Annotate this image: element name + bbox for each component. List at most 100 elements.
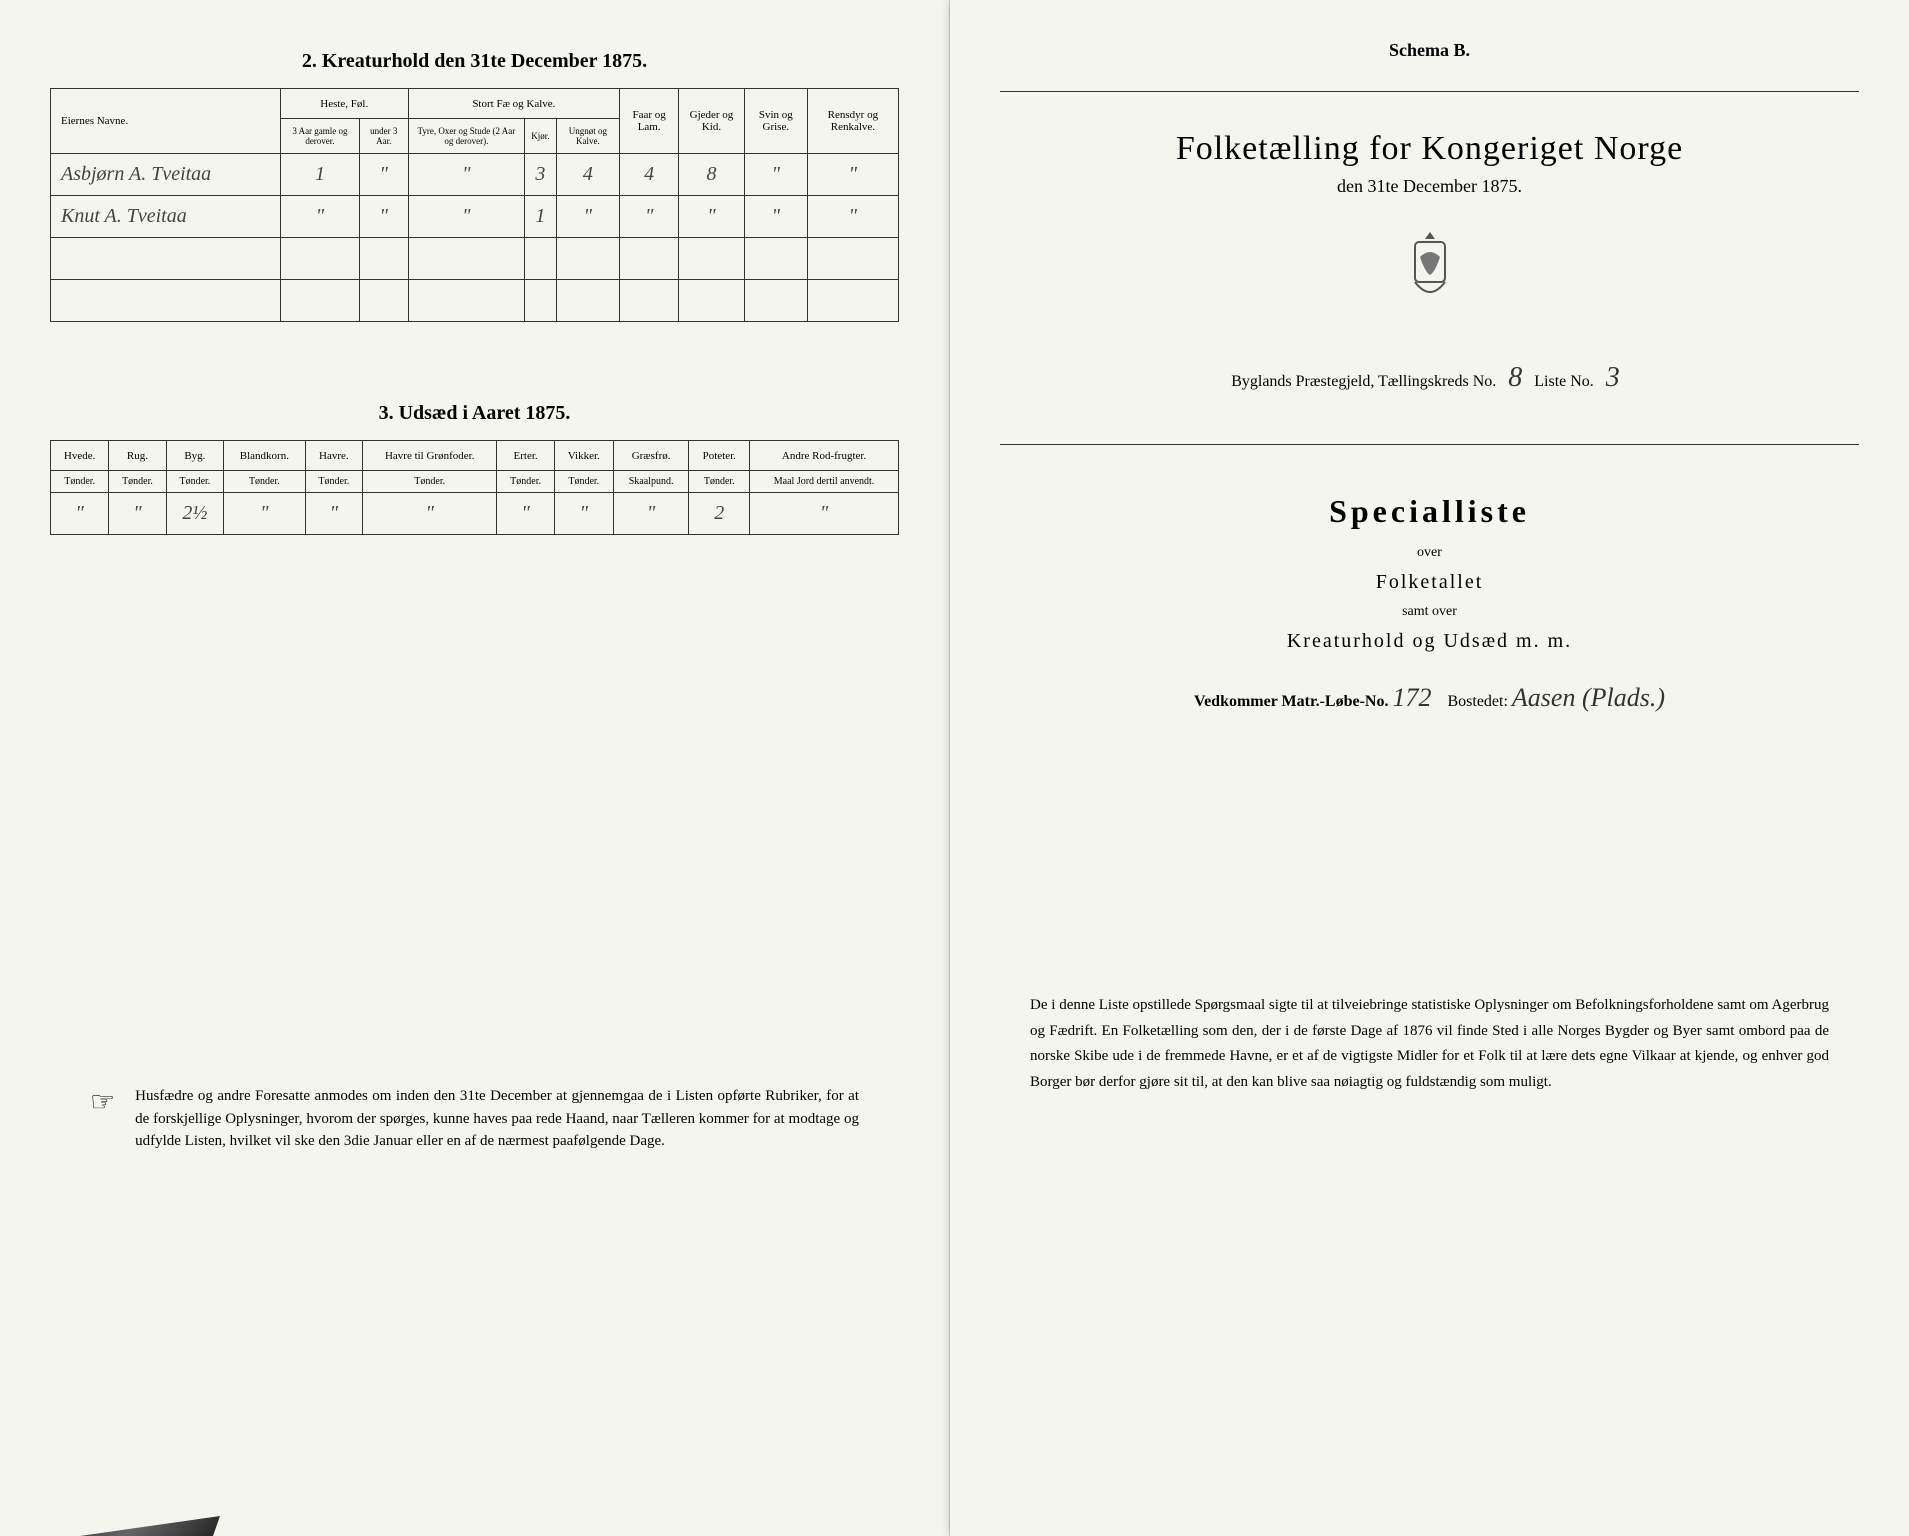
left-page: 2. Kreaturhold den 31te December 1875. E…	[0, 0, 950, 1536]
unit-tonder: Tønder.	[554, 471, 613, 493]
subtitle: den 31te December 1875.	[1000, 176, 1859, 197]
cell: "	[363, 493, 497, 535]
unit-skaalpund: Skaalpund.	[613, 471, 689, 493]
col-stort3: Ungnøt og Kalve.	[556, 119, 620, 154]
unit-tonder: Tønder.	[363, 471, 497, 493]
cell	[51, 238, 281, 280]
meta-prefix: Byglands Præstegjeld, Tællingskreds No.	[1231, 373, 1496, 390]
liste-no: 3	[1598, 362, 1628, 393]
folketallet-label: Folketallet	[1000, 571, 1859, 594]
col-blandkorn: Blandkorn.	[224, 441, 306, 471]
kreds-no: 8	[1500, 362, 1530, 393]
cell: 1	[281, 154, 360, 196]
meta-line: Byglands Præstegjeld, Tællingskreds No. …	[1000, 362, 1859, 394]
cell: "	[679, 196, 745, 238]
divider	[1000, 91, 1859, 92]
pointing-hand-icon: ☞	[90, 1085, 115, 1153]
samt-label: samt over	[1000, 604, 1859, 620]
col-poteter: Poteter.	[689, 441, 750, 471]
cell: "	[744, 196, 807, 238]
cell: 4	[556, 154, 620, 196]
cell	[620, 238, 679, 280]
cell: "	[620, 196, 679, 238]
table-row: Asbjørn A. Tveitaa1""3448""	[51, 154, 899, 196]
bosted-label: Bostedet:	[1447, 693, 1507, 710]
cell	[620, 280, 679, 322]
section3-title: 3. Udsæd i Aaret 1875.	[50, 402, 899, 425]
cell: "	[51, 493, 109, 535]
coat-of-arms-icon	[1000, 227, 1859, 322]
seed-row: " " 2½ " " " " " " 2 "	[51, 493, 899, 535]
right-page: Schema B. Folketælling for Kongeriget No…	[950, 0, 1909, 1536]
specialliste-title: Specialliste	[1000, 493, 1859, 530]
cell: "	[807, 154, 898, 196]
cell	[281, 280, 360, 322]
cell	[525, 280, 556, 322]
cell	[556, 238, 620, 280]
cell: 2½	[166, 493, 223, 535]
unit-tonder: Tønder.	[689, 471, 750, 493]
cell: "	[556, 196, 620, 238]
unit-tonder: Tønder.	[166, 471, 223, 493]
cell: "	[281, 196, 360, 238]
cell: "	[359, 196, 408, 238]
cell: 3	[525, 154, 556, 196]
unit-maaljord: Maal Jord dertil anvendt.	[750, 471, 899, 493]
col-owner: Eiernes Navne.	[51, 89, 281, 154]
cell	[525, 238, 556, 280]
cell: "	[109, 493, 166, 535]
cell	[807, 280, 898, 322]
cell: "	[807, 196, 898, 238]
unit-tonder: Tønder.	[109, 471, 166, 493]
unit-tonder: Tønder.	[497, 471, 554, 493]
main-title: Folketælling for Kongeriget Norge	[1000, 130, 1859, 168]
col-erter: Erter.	[497, 441, 554, 471]
col-rensdyr: Rensdyr og Renkalve.	[807, 89, 898, 154]
liste-label: Liste No.	[1534, 373, 1594, 390]
matr-no: 172	[1392, 683, 1431, 712]
cell: 8	[679, 154, 745, 196]
cell: "	[224, 493, 306, 535]
seed-table: Hvede. Rug. Byg. Blandkorn. Havre. Havre…	[50, 440, 899, 535]
unit-tonder: Tønder.	[51, 471, 109, 493]
over-label: over	[1000, 545, 1859, 561]
col-vikker: Vikker.	[554, 441, 613, 471]
cell	[51, 280, 281, 322]
col-andre: Andre Rod-frugter.	[750, 441, 899, 471]
unit-tonder: Tønder.	[224, 471, 306, 493]
cell: "	[408, 154, 525, 196]
pen-icon	[80, 1486, 220, 1536]
col-stort1: Tyre, Oxer og Stude (2 Aar og derover).	[408, 119, 525, 154]
col-heste2: under 3 Aar.	[359, 119, 408, 154]
col-havre: Havre.	[305, 441, 362, 471]
left-footnote: ☞ Husfædre og andre Foresatte anmodes om…	[50, 1085, 899, 1153]
cell: 2	[689, 493, 750, 535]
unit-tonder: Tønder.	[305, 471, 362, 493]
cell: "	[305, 493, 362, 535]
cell: 4	[620, 154, 679, 196]
cell: "	[744, 154, 807, 196]
bosted-value: Aasen (Plads.)	[1512, 683, 1665, 712]
col-heste: Heste, Føl.	[281, 89, 409, 119]
col-gjeder: Gjeder og Kid.	[679, 89, 745, 154]
vedkommer-line: Vedkommer Matr.-Løbe-No. 172 Bostedet: A…	[1000, 683, 1859, 713]
cell: "	[359, 154, 408, 196]
table-row	[51, 238, 899, 280]
cell	[359, 238, 408, 280]
col-heste1: 3 Aar gamle og derover.	[281, 119, 360, 154]
col-havretil: Havre til Grønfoder.	[363, 441, 497, 471]
cell	[408, 238, 525, 280]
cell	[556, 280, 620, 322]
table-row	[51, 280, 899, 322]
right-footnote: De i denne Liste opstillede Spørgsmaal s…	[1000, 993, 1859, 1095]
cell	[679, 238, 745, 280]
schema-label: Schema B.	[1000, 40, 1859, 61]
col-rug: Rug.	[109, 441, 166, 471]
cell: "	[750, 493, 899, 535]
cell	[744, 238, 807, 280]
vedkommer-label: Vedkommer Matr.-Løbe-No.	[1194, 693, 1389, 710]
cell: "	[497, 493, 554, 535]
col-svin: Svin og Grise.	[744, 89, 807, 154]
section2-title: 2. Kreaturhold den 31te December 1875.	[50, 50, 899, 73]
footnote-text: Husfædre og andre Foresatte anmodes om i…	[135, 1085, 859, 1153]
